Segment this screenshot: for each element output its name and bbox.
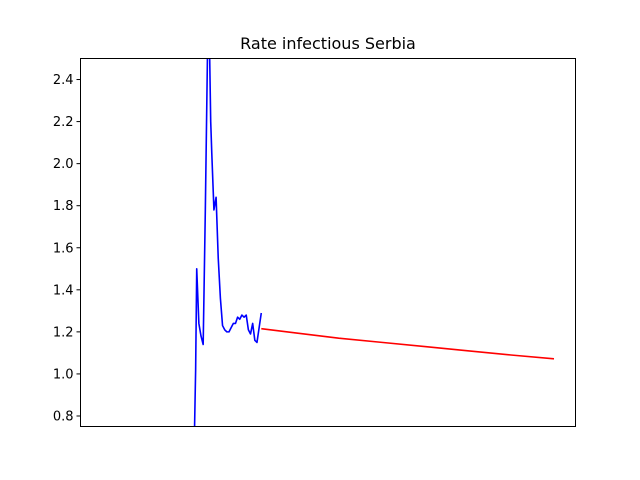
y-tick-label: 2.2 [53,115,74,130]
y-axis: 0.8 1.0 1.2 1.4 1.6 1.8 2.0 2.2 2.4 [53,73,81,424]
axes-frame [80,58,576,427]
series-line-1 [193,58,263,427]
series-line-2 [261,327,555,360]
y-tick-label: 2.4 [53,73,74,88]
y-tick-label: 1.0 [53,367,74,382]
plot-area [193,58,555,427]
y-tick-label: 2.0 [53,157,74,172]
chart-title: Rate infectious Serbia [240,34,416,53]
y-tick-label: 1.8 [53,199,74,214]
y-tick-label: 1.2 [53,325,74,340]
y-tick-label: 0.8 [53,409,74,424]
y-tick-label: 1.4 [53,283,74,298]
y-tick-label: 1.6 [53,241,74,256]
